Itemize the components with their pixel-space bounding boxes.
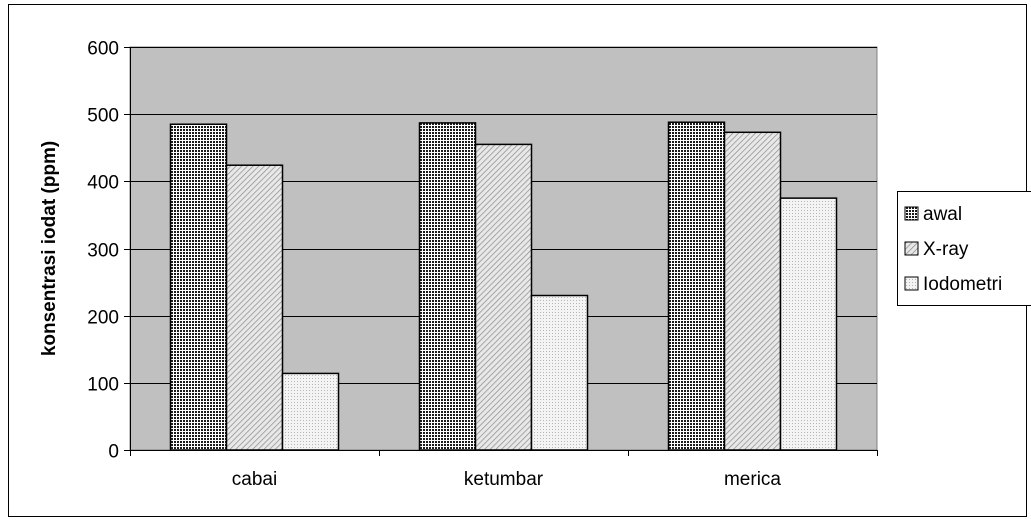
bar-x-ray-cabai	[227, 165, 283, 450]
bar-awal-ketumbar	[420, 123, 476, 450]
bar-x-ray-ketumbar	[476, 144, 532, 450]
bars	[171, 122, 837, 450]
legend-swatch-x-ray	[905, 242, 918, 255]
x-tick-label-cabai: cabai	[232, 469, 277, 490]
y-tick-label: 400	[87, 173, 119, 194]
y-tick-label: 500	[87, 106, 119, 127]
y-tick-label: 200	[87, 308, 119, 329]
x-tick-label-merica: merica	[724, 469, 781, 490]
bar-x-ray-merica	[725, 132, 781, 450]
legend-label-iodometri: Iodometri	[923, 274, 1002, 295]
bar-iodometri-merica	[781, 198, 837, 450]
bar-iodometri-cabai	[283, 373, 339, 450]
y-tick-label: 0	[108, 442, 119, 463]
legend-swatch-iodometri	[905, 277, 918, 290]
legend: awal X-ray Iodometri	[898, 192, 1031, 306]
legend-label-awal: awal	[923, 204, 962, 225]
bar-iodometri-ketumbar	[532, 296, 588, 450]
x-tick-label-ketumbar: ketumbar	[464, 469, 544, 490]
legend-swatch-awal	[905, 207, 918, 220]
bar-awal-cabai	[171, 124, 227, 450]
y-tick-label: 100	[87, 375, 119, 396]
y-tick-label: 600	[87, 39, 119, 60]
y-tick-label: 300	[87, 241, 119, 262]
legend-label-x-ray: X-ray	[923, 239, 969, 260]
y-axis-title: konsentrasi iodat (ppm)	[39, 141, 60, 356]
bar-awal-merica	[669, 122, 725, 450]
